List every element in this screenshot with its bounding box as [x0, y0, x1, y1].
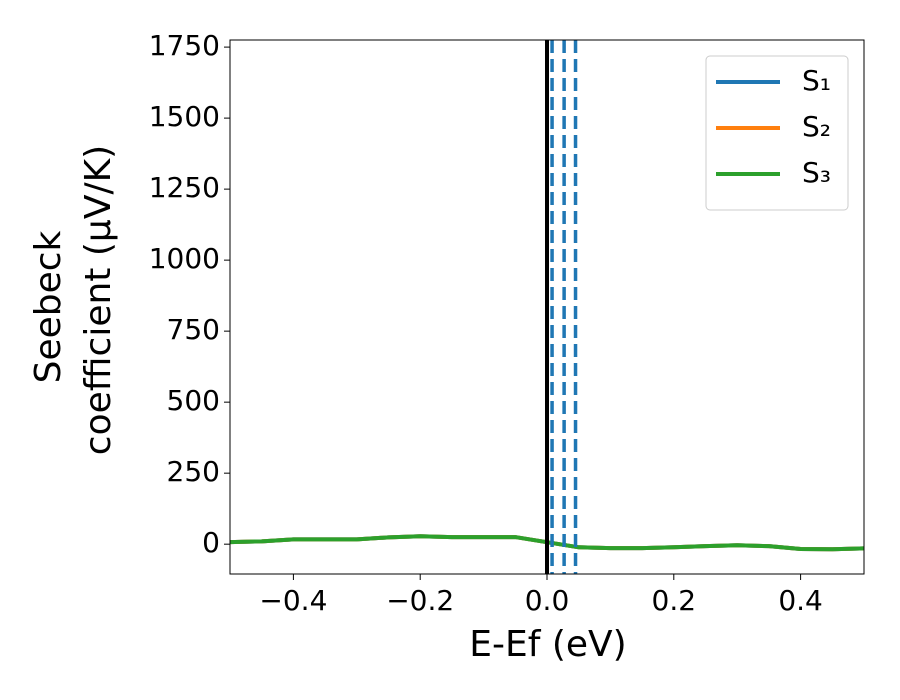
- x-tick-label: 0.0: [525, 584, 570, 617]
- y-tick-label: 750: [167, 313, 220, 346]
- plot-frame: [229, 39, 865, 575]
- y-tick-label: 500: [167, 384, 220, 417]
- legend-label: S₂: [802, 110, 831, 143]
- y-tick-label: 1250: [149, 171, 220, 204]
- y-axis-label: coefficient (μV/K): [78, 145, 119, 455]
- y-tick-label: 0: [202, 526, 220, 559]
- y-tick-label: 1750: [149, 29, 220, 62]
- x-tick-label: −0.4: [259, 584, 327, 617]
- legend-label: S₁: [802, 64, 831, 97]
- legend-box: [705, 55, 849, 211]
- y-tick-label: 1000: [149, 242, 220, 275]
- legend-label: S₃: [802, 156, 831, 189]
- y-axis-label: Seebeck: [28, 230, 69, 383]
- x-tick-label: 0.4: [778, 584, 823, 617]
- x-axis-label: E-Ef (eV): [469, 624, 626, 665]
- y-tick-label: 1500: [149, 100, 220, 133]
- x-tick-label: −0.2: [386, 584, 454, 617]
- y-tick-label: 250: [167, 455, 220, 488]
- x-tick-label: 0.2: [652, 584, 697, 617]
